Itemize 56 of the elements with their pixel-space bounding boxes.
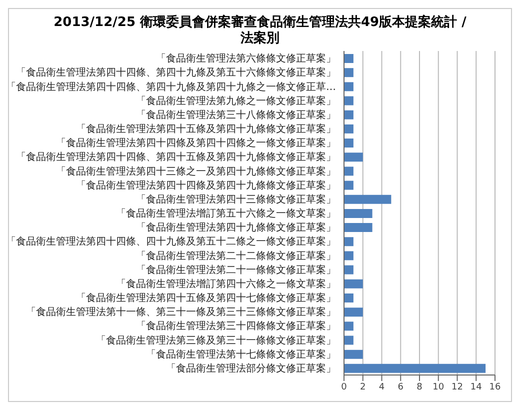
y-tick-label: 「食品衛生管理法第十七條條文修正草案」 xyxy=(146,348,336,360)
y-tick-label: 「食品衛生管理法第四十五條及第四十七條條文修正草案」 xyxy=(76,292,336,304)
bar xyxy=(344,293,354,302)
x-tick-label: 6 xyxy=(398,382,404,392)
x-tick-label: 2 xyxy=(360,382,366,392)
y-tick-label: 「食品衛生管理法第二十二條條文修正草案」 xyxy=(136,250,336,262)
x-tick-label: 4 xyxy=(378,382,385,392)
y-tick-label: 「食品衛生管理法第六條條文修正草案」 xyxy=(156,52,336,65)
bar xyxy=(344,279,363,288)
x-tick-label: 16 xyxy=(489,382,501,392)
y-tick-label: 「食品衛生管理法第十一條、第三十一條及第三十三條條文修正草案」 xyxy=(26,306,336,318)
y-tick-label: 「食品衛生管理法第三十八條條文修正草案」 xyxy=(136,108,336,121)
bar xyxy=(344,124,354,134)
y-tick-label: 「食品衛生管理法第四十三條條文修正草案」 xyxy=(136,193,336,206)
bar xyxy=(344,322,354,331)
bar xyxy=(344,166,354,176)
bar xyxy=(344,237,354,246)
bar xyxy=(344,223,372,232)
y-tick-label: 「食品衛生管理法第三十四條條文修正草案」 xyxy=(136,320,336,332)
y-tick-label: 「食品衛生管理法第四十四條及第四十九條條文修正草案」 xyxy=(76,179,336,192)
y-tick-label: 「食品衛生管理法第四十四條、第四十九條及第五十六條條文修正草案」 xyxy=(16,66,336,79)
bar xyxy=(344,138,354,148)
bar xyxy=(344,54,354,63)
bar xyxy=(344,336,354,345)
y-tick-label: 「食品衛生管理法第四十三條之一及第四十九條條文修正草案」 xyxy=(56,165,336,178)
bar xyxy=(344,152,363,162)
x-tick-label: 8 xyxy=(416,382,423,392)
y-tick-label: 「食品衛生管理法第四十九條條文修正草案」 xyxy=(136,222,336,234)
x-tick-label: 0 xyxy=(341,382,348,392)
y-tick-label: 「食品衛生管理法第四十五條及第四十九條條文修正草案」 xyxy=(76,123,336,136)
x-tick-label: 10 xyxy=(432,382,444,392)
y-tick-label: 「食品衛生管理法部分條文修正草案」 xyxy=(166,362,336,375)
bar xyxy=(344,110,354,120)
chart-title: 2013/12/25 衛環委員會併案審查食品衛生管理法共49版本提案統計 / 法案別 xyxy=(52,14,468,47)
y-tick-label: 「食品衛生管理法第四十四條、第四十五條及第四十九條條文修正草案」 xyxy=(16,151,336,164)
y-tick-label: 「食品衛生管理法第三條及第三十一條條文修正草案」 xyxy=(96,334,336,346)
bar xyxy=(344,251,354,260)
y-tick-label: 「食品衛生管理法增訂第四十六條之一條文草案」 xyxy=(116,278,336,290)
bar xyxy=(344,68,354,78)
x-tick-label: 14 xyxy=(470,382,482,392)
bar xyxy=(344,208,372,218)
bar xyxy=(344,308,363,317)
bar xyxy=(344,194,392,204)
x-tick-label: 12 xyxy=(452,382,463,392)
bar xyxy=(344,180,354,190)
y-tick-label: 「食品衛生管理法第四十四條、第四十九條及第四十九條之一條文修正草… xyxy=(6,80,336,93)
bar xyxy=(344,82,354,92)
y-tick-label: 「食品衛生管理法第二十一條條文修正草案」 xyxy=(136,264,336,276)
bar xyxy=(344,265,354,274)
bar xyxy=(344,350,363,359)
bar xyxy=(344,96,354,106)
y-tick-label: 「食品衛生管理法增訂第五十六條之一條文草案」 xyxy=(116,208,336,220)
y-tick-label: 「食品衛生管理法第九條之一條文修正草案」 xyxy=(136,94,336,107)
y-tick-label: 「食品衛生管理法第四十四條、四十九條及第五十二條之一條文修正草案」 xyxy=(6,236,336,248)
bar xyxy=(344,364,486,373)
y-tick-label: 「食品衛生管理法第四十四條及第四十四條之一條文修正草案」 xyxy=(56,137,336,150)
